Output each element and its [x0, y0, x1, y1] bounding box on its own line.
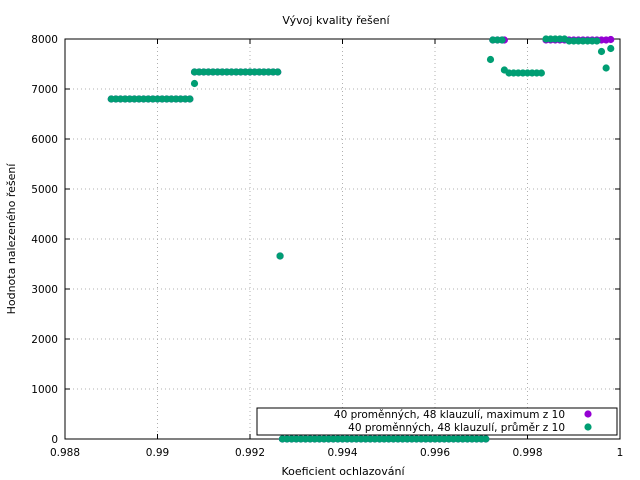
chart-title: Vývoj kvality řešení: [282, 14, 390, 27]
legend-label-maximum: 40 proměnných, 48 klauzulí, maximum z 10: [334, 409, 565, 421]
x-tick-label: 0.988: [50, 447, 80, 459]
data-point-average: [500, 66, 508, 74]
data-point-average: [537, 69, 545, 77]
data-point-average: [597, 47, 606, 56]
data-points: [107, 35, 615, 443]
axis-ticks: 0.988 0.99 0.992 0.994 0.996 0.998 1 0 1000 2000 3…: [31, 34, 623, 459]
data-point-average: [190, 79, 199, 88]
y-tick-label: 2000: [31, 334, 58, 346]
x-tick-label: 0.996: [420, 447, 450, 459]
x-tick-label: 0.992: [235, 447, 265, 459]
y-axis-label: Hodnota nalezeného řešení: [5, 163, 18, 315]
y-tick-label: 0: [51, 434, 58, 446]
data-point-average: [593, 37, 601, 45]
data-point-average: [274, 68, 282, 76]
legend-marker-maximum: [584, 410, 592, 418]
data-point-average: [486, 55, 495, 64]
y-tick-label: 8000: [31, 34, 58, 46]
x-tick-label: 0.994: [327, 447, 357, 459]
data-point-average: [276, 252, 284, 260]
data-point-maximum: [607, 35, 615, 44]
y-tick-label: 5000: [31, 184, 58, 196]
y-tick-label: 6000: [31, 134, 58, 146]
y-tick-label: 1000: [31, 384, 58, 396]
x-tick-label: 1: [617, 447, 624, 459]
legend-box: [256, 407, 618, 436]
data-point-average: [602, 64, 610, 72]
grid: [65, 39, 620, 439]
data-point-average: [498, 36, 506, 44]
data-point-average: [482, 435, 490, 443]
legend-marker-average: [584, 423, 592, 431]
x-tick-label: 0.99: [146, 447, 169, 459]
data-point-average: [607, 44, 615, 53]
y-tick-label: 3000: [31, 284, 58, 296]
legend-label-average: 40 proměnných, 48 klauzulí, průměr z 10: [348, 422, 565, 434]
x-axis-label: Koeficient ochlazování: [281, 465, 405, 478]
legend: 40 proměnných, 48 klauzulí, maximum z 10…: [256, 407, 618, 436]
data-point-average: [186, 95, 194, 103]
y-tick-label: 4000: [31, 234, 58, 246]
y-tick-label: 7000: [31, 84, 58, 96]
x-tick-label: 0.998: [512, 447, 542, 459]
